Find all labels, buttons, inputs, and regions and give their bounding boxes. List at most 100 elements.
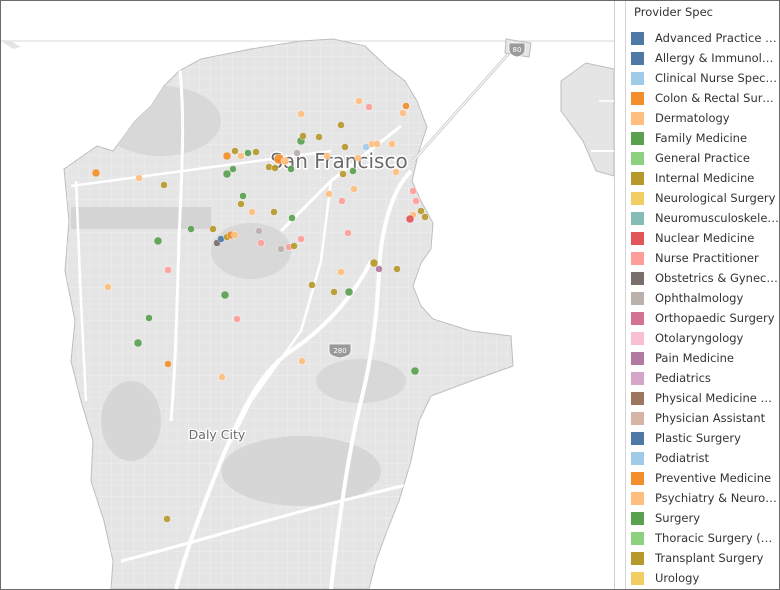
provider-point[interactable] xyxy=(222,169,232,179)
provider-point[interactable] xyxy=(392,168,400,176)
provider-point[interactable] xyxy=(354,154,362,162)
legend-item[interactable]: Pediatrics xyxy=(626,368,779,388)
legend-item[interactable]: Nuclear Medicine xyxy=(626,228,779,248)
legend-item[interactable]: Nurse Practitioner xyxy=(626,248,779,268)
legend-item[interactable]: Allergy & Immunology xyxy=(626,48,779,68)
legend-item[interactable]: Ophthalmology xyxy=(626,288,779,308)
provider-point[interactable] xyxy=(164,266,172,274)
provider-point[interactable] xyxy=(344,287,354,297)
provider-point[interactable] xyxy=(388,140,396,148)
provider-point[interactable] xyxy=(337,268,345,276)
provider-point[interactable] xyxy=(244,149,252,157)
legend-item[interactable]: Family Medicine xyxy=(626,128,779,148)
map-view[interactable]: 80 280 San Francisco Daly City xyxy=(1,1,614,589)
provider-points[interactable] xyxy=(91,97,429,523)
provider-point[interactable] xyxy=(135,174,143,182)
provider-point[interactable] xyxy=(153,236,163,246)
provider-point[interactable] xyxy=(218,373,226,381)
provider-point[interactable] xyxy=(163,515,171,523)
provider-point[interactable] xyxy=(220,290,230,300)
provider-point[interactable] xyxy=(344,229,352,237)
provider-point[interactable] xyxy=(369,258,379,268)
provider-point[interactable] xyxy=(222,151,232,161)
provider-point[interactable] xyxy=(299,132,307,140)
provider-point[interactable] xyxy=(338,197,346,205)
legend-item[interactable]: Psychiatry & Neurolo.. xyxy=(626,488,779,508)
provider-point[interactable] xyxy=(271,164,279,172)
provider-point[interactable] xyxy=(323,152,331,160)
provider-point[interactable] xyxy=(277,245,285,253)
legend-item[interactable]: Otolaryngology xyxy=(626,328,779,348)
legend-item[interactable]: Thoracic Surgery (Ca.. xyxy=(626,528,779,548)
legend-item[interactable]: Pain Medicine xyxy=(626,348,779,368)
provider-point[interactable] xyxy=(355,97,363,105)
provider-point[interactable] xyxy=(255,227,263,235)
legend-item[interactable]: Colon & Rectal Surge.. xyxy=(626,88,779,108)
legend-item[interactable]: Physician Assistant xyxy=(626,408,779,428)
provider-point[interactable] xyxy=(270,208,278,216)
legend-item[interactable]: General Practice xyxy=(626,148,779,168)
provider-point[interactable] xyxy=(231,231,239,239)
provider-point[interactable] xyxy=(365,103,373,111)
provider-point[interactable] xyxy=(325,190,333,198)
provider-point[interactable] xyxy=(133,338,143,348)
provider-point[interactable] xyxy=(257,239,265,247)
provider-point[interactable] xyxy=(239,192,247,200)
provider-point[interactable] xyxy=(248,208,256,216)
provider-point[interactable] xyxy=(373,140,381,148)
legend-item[interactable]: Urology xyxy=(626,568,779,588)
legend-item[interactable]: Surgery xyxy=(626,508,779,528)
legend-item[interactable]: Preventive Medicine xyxy=(626,468,779,488)
provider-point[interactable] xyxy=(349,167,357,175)
provider-point[interactable] xyxy=(287,165,295,173)
provider-point[interactable] xyxy=(237,200,245,208)
provider-point[interactable] xyxy=(187,225,195,233)
provider-point[interactable] xyxy=(237,152,245,160)
provider-point[interactable] xyxy=(417,207,425,215)
legend-item[interactable]: Podiatrist xyxy=(626,448,779,468)
provider-point[interactable] xyxy=(410,366,420,376)
provider-point[interactable] xyxy=(288,214,296,222)
provider-point[interactable] xyxy=(350,185,358,193)
provider-point[interactable] xyxy=(297,235,305,243)
legend-item[interactable]: Neurological Surgery xyxy=(626,188,779,208)
legend-list[interactable]: Advanced Practice M.. Allergy & Immunolog… xyxy=(626,28,779,588)
provider-point[interactable] xyxy=(409,187,417,195)
provider-point[interactable] xyxy=(298,357,306,365)
legend-item[interactable]: Physical Medicine & .. xyxy=(626,388,779,408)
provider-point[interactable] xyxy=(421,213,429,221)
legend-item[interactable]: Dermatology xyxy=(626,108,779,128)
provider-point[interactable] xyxy=(252,148,260,156)
provider-point[interactable] xyxy=(315,133,323,141)
provider-point[interactable] xyxy=(308,281,316,289)
provider-point[interactable] xyxy=(164,360,172,368)
legend-item[interactable]: Advanced Practice M.. xyxy=(626,28,779,48)
legend-item[interactable]: Transplant Surgery xyxy=(626,548,779,568)
legend-item[interactable]: Neuromusculoskelet.. xyxy=(626,208,779,228)
provider-point[interactable] xyxy=(337,121,345,129)
provider-point[interactable] xyxy=(412,197,420,205)
provider-point[interactable] xyxy=(297,110,305,118)
provider-point[interactable] xyxy=(362,143,370,151)
legend-item[interactable]: Internal Medicine xyxy=(626,168,779,188)
provider-point[interactable] xyxy=(330,288,338,296)
provider-point[interactable] xyxy=(405,214,415,224)
provider-point[interactable] xyxy=(399,109,407,117)
provider-point[interactable] xyxy=(229,165,237,173)
legend-item[interactable]: Orthopaedic Surgery xyxy=(626,308,779,328)
provider-point[interactable] xyxy=(231,147,239,155)
provider-point[interactable] xyxy=(375,265,383,273)
legend-item[interactable]: Plastic Surgery xyxy=(626,428,779,448)
provider-point[interactable] xyxy=(209,225,217,233)
legend-item[interactable]: Obstetrics & Gynecol.. xyxy=(626,268,779,288)
legend-item[interactable]: Clinical Nurse Specia.. xyxy=(626,68,779,88)
provider-point[interactable] xyxy=(233,315,241,323)
provider-point[interactable] xyxy=(104,283,112,291)
provider-point[interactable] xyxy=(293,149,301,157)
provider-point[interactable] xyxy=(91,168,101,178)
provider-point[interactable] xyxy=(402,102,410,110)
provider-point[interactable] xyxy=(341,143,349,151)
provider-point[interactable] xyxy=(393,265,401,273)
provider-point[interactable] xyxy=(339,170,347,178)
provider-point[interactable] xyxy=(290,242,298,250)
